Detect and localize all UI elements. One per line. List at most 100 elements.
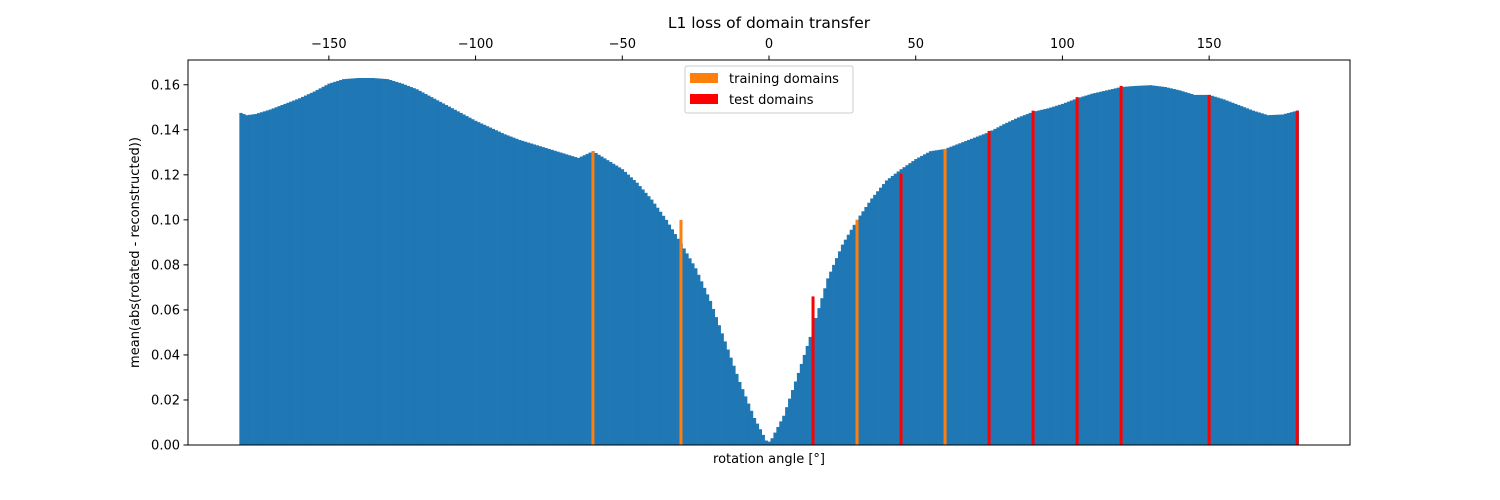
bar-angle [1005, 122, 1009, 445]
bar-angle [667, 224, 672, 445]
bar-angle [808, 336, 812, 445]
bar-angle [1201, 94, 1206, 446]
bar-angle [793, 381, 798, 445]
bar-angle [1131, 86, 1135, 446]
bar-angle [732, 365, 736, 445]
bar-angle [1102, 91, 1106, 445]
bar-angle [400, 83, 405, 445]
bar-angle [1002, 124, 1006, 446]
bar-angle [1154, 85, 1159, 445]
bar-angle [418, 90, 422, 445]
bar-angle [617, 167, 622, 445]
bar-angle [925, 152, 930, 445]
x-tick-label: 150 [1197, 37, 1222, 52]
bar-angle [805, 345, 809, 445]
bar-angle [459, 112, 463, 445]
bar-angle [1016, 117, 1021, 445]
domain-markers-layer [591, 85, 1299, 446]
bar-angle [664, 219, 669, 445]
bar-angle [931, 150, 936, 446]
bar-angle [1278, 114, 1282, 446]
bar-angle [588, 152, 592, 446]
bar-angle [389, 80, 393, 445]
bar-angle [1040, 109, 1044, 445]
bar-angle [453, 109, 457, 445]
bar-angle [650, 199, 654, 445]
bar-angle [251, 114, 255, 445]
bar-angle [324, 85, 328, 445]
bar-angle [770, 438, 774, 445]
bar-angle [629, 177, 633, 446]
bar-angle [1237, 105, 1241, 445]
bar-angle [1178, 90, 1182, 445]
bar-angle [559, 152, 563, 446]
bar-angle [494, 130, 498, 445]
bar-angle [1257, 112, 1261, 446]
bar-angle [1087, 94, 1091, 446]
bar-angle [1292, 111, 1297, 445]
bar-angle [1149, 85, 1153, 445]
bar-angle [374, 78, 378, 446]
x-axis-top: −150 −100 −50 0 50 100 150 [311, 37, 1222, 60]
bar-angle [594, 152, 598, 446]
bar-angle [500, 132, 504, 445]
bar-angle [720, 333, 724, 445]
bar-angle [1078, 97, 1082, 446]
bar-angle [958, 143, 962, 446]
bar-angle [876, 191, 880, 445]
bar-angle [471, 119, 475, 446]
bar-angle [295, 99, 299, 446]
bar-angle [758, 429, 763, 445]
bar-angle [248, 114, 252, 445]
training-domain-bar [679, 219, 683, 445]
bar-angle [242, 114, 246, 445]
bar-angle [796, 372, 801, 445]
bar-angle [368, 78, 372, 445]
bar-angle [427, 95, 431, 445]
bar-angle [817, 308, 821, 445]
bar-angle [823, 288, 827, 445]
bar-angle [755, 423, 760, 445]
bar-angle [556, 151, 560, 445]
bar-angle [626, 174, 630, 445]
bar-angle [835, 258, 839, 445]
bar-angle [1172, 89, 1176, 445]
bar-angle [1260, 113, 1264, 446]
bar-angle [433, 98, 437, 445]
bar-angle [547, 148, 551, 445]
bar-angle [694, 268, 698, 445]
bar-angle [832, 264, 836, 445]
bar-angle [371, 78, 375, 445]
bar-angle [1169, 88, 1173, 446]
bar-angle [955, 144, 959, 445]
bar-angle [1242, 107, 1247, 445]
bar-angle [1184, 92, 1188, 445]
bar-angle [529, 143, 534, 445]
bar-angle [682, 248, 686, 445]
bar-angle [1157, 86, 1162, 446]
y-tick-label: 0.00 [151, 439, 180, 454]
bar-angle [700, 281, 704, 445]
bar-angle [1187, 93, 1191, 445]
bar-angle [975, 136, 980, 446]
bar-angle [550, 149, 554, 445]
bar-angle [365, 78, 369, 445]
bar-angle [635, 182, 639, 445]
bar-angle [791, 390, 795, 445]
bar-angle [597, 154, 601, 446]
bar-angle [1289, 112, 1294, 445]
bar-angle [879, 187, 883, 445]
bar-angle [444, 105, 449, 445]
bar-angle [359, 78, 363, 445]
bar-angle [535, 145, 539, 445]
bar-angle [972, 137, 977, 445]
bar-angle [1096, 92, 1100, 446]
bar-angle [1195, 94, 1200, 446]
bar-angle [702, 287, 707, 445]
bar-angle [1175, 89, 1179, 445]
training-domain-bar [855, 219, 859, 445]
bar-angle [353, 78, 358, 446]
bar-angle [1143, 85, 1147, 446]
bar-angle [383, 78, 387, 445]
bar-angle [506, 135, 510, 446]
